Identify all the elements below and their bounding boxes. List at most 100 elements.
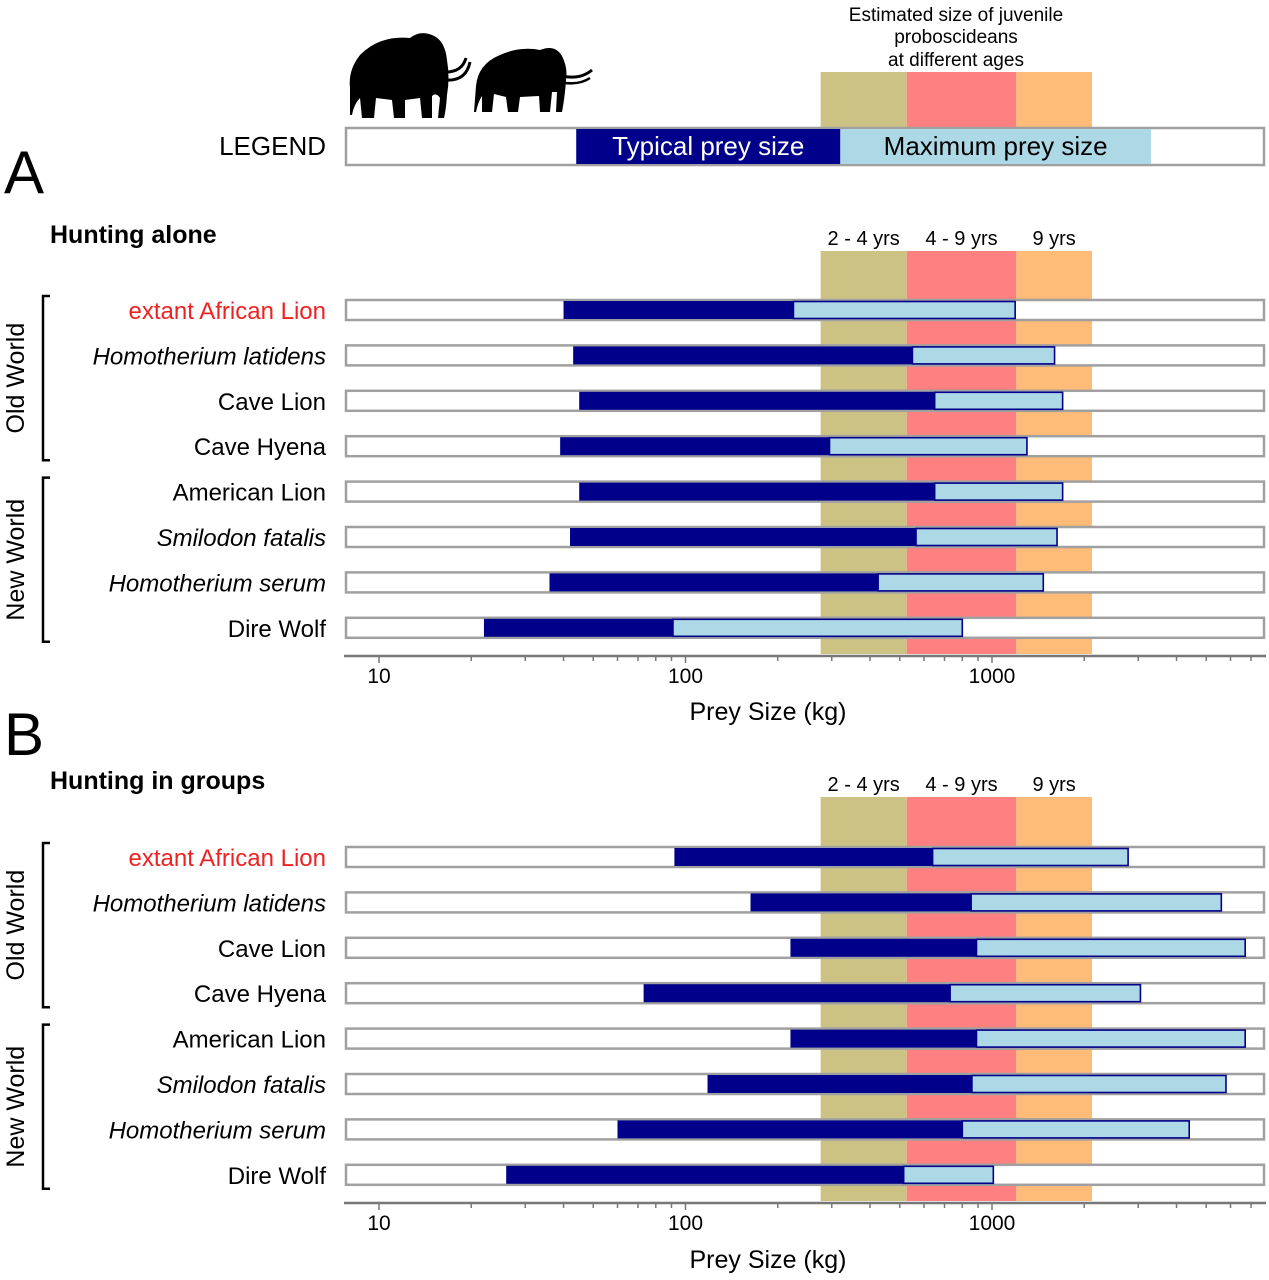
- typical-prey-bar: [560, 437, 830, 456]
- group-label: Old World: [2, 870, 30, 981]
- species-label: Smilodon fatalis: [157, 525, 326, 552]
- typical-prey-bar: [750, 893, 972, 912]
- typical-prey-bar: [563, 301, 794, 319]
- table-row: extant African Lion: [129, 845, 1266, 872]
- maximum-prey-bar: [915, 527, 1058, 547]
- species-label: extant African Lion: [129, 845, 326, 872]
- x-axis: 10 100 1000: [344, 654, 1266, 688]
- x-axis-label: Prey Size (kg): [690, 1246, 847, 1274]
- group-label: Old World: [2, 323, 30, 434]
- typical-prey-bar: [617, 1120, 963, 1139]
- maximum-prey-bar: [975, 938, 1246, 958]
- legend-maximum-label: Maximum prey size: [884, 131, 1108, 161]
- group-bracket: New World: [2, 1023, 50, 1191]
- panel-a: A Hunting alone Prey Size (kg) 2 - 4 yrs…: [2, 139, 1266, 726]
- maximum-prey-bar: [828, 436, 1028, 456]
- x-tick-label: 10: [367, 1212, 390, 1235]
- x-axis: 10 100 1000: [344, 1201, 1266, 1235]
- species-label: Dire Wolf: [228, 616, 327, 643]
- juvenile-title-line-1: Estimated size of juvenile: [849, 5, 1063, 26]
- legend-age-band: [820, 72, 907, 129]
- group-bracket: New World: [2, 476, 50, 644]
- table-row: Cave Hyena: [194, 981, 1266, 1008]
- legend-age-bands: [820, 72, 1093, 129]
- juvenile-title-line-3: at different ages: [888, 50, 1024, 71]
- bracket-line: [41, 294, 50, 462]
- maximum-prey-bar: [792, 300, 1016, 320]
- table-row: Dire Wolf: [228, 1163, 1266, 1190]
- species-label: Cave Hyena: [194, 434, 327, 461]
- x-tick-label: 1000: [969, 1212, 1016, 1235]
- typical-prey-bar: [790, 1029, 977, 1048]
- table-row: Cave Lion: [218, 936, 1266, 963]
- species-label: Cave Lion: [218, 936, 326, 963]
- maximum-prey-bar: [970, 893, 1223, 912]
- table-row: Homotherium serum: [109, 1117, 1266, 1144]
- bar-rows: extant African Lion Homotherium latidens C…: [93, 298, 1266, 643]
- mastodon-silhouette-icon: [474, 48, 593, 112]
- mammoth-silhouette-icon: [349, 33, 472, 119]
- x-tick-label: 1000: [969, 665, 1016, 688]
- species-label: Homotherium serum: [109, 570, 326, 597]
- panel-title: Hunting in groups: [50, 767, 265, 795]
- species-label: Cave Lion: [218, 389, 326, 416]
- group-bracket: Old World: [2, 294, 50, 462]
- x-axis-label: Prey Size (kg): [690, 698, 847, 726]
- table-row: American Lion: [173, 480, 1266, 507]
- typical-prey-bar: [483, 618, 673, 637]
- table-row: Cave Hyena: [194, 434, 1266, 461]
- table-row: Homotherium latidens: [93, 890, 1266, 917]
- panel-title: Hunting alone: [50, 221, 217, 249]
- legend-age-band: [1016, 72, 1093, 129]
- species-label: Homotherium latidens: [93, 343, 326, 370]
- maximum-prey-bar: [933, 391, 1064, 411]
- species-label: extant African Lion: [129, 298, 326, 325]
- table-row: Smilodon fatalis: [157, 525, 1266, 552]
- panel-b: B Hunting in groups Prey Size (kg) 2 - 4…: [2, 701, 1266, 1274]
- maximum-prey-bar: [902, 1165, 995, 1185]
- bracket-line: [41, 841, 50, 1009]
- age-band-label: 9 yrs: [1032, 774, 1075, 796]
- x-tick-label: 100: [668, 665, 703, 688]
- age-band-label: 4 - 9 yrs: [925, 228, 997, 250]
- species-label: Homotherium serum: [109, 1117, 326, 1144]
- species-label: American Lion: [173, 480, 326, 507]
- typical-prey-bar: [674, 848, 933, 866]
- age-band-label: 4 - 9 yrs: [925, 774, 997, 796]
- bar-rows: extant African Lion Homotherium latidens C…: [93, 845, 1266, 1190]
- x-tick-label: 10: [367, 665, 390, 688]
- bracket-line: [41, 1023, 50, 1191]
- group-bracket: Old World: [2, 841, 50, 1009]
- species-label: Smilodon fatalis: [157, 1072, 326, 1099]
- group-label: New World: [2, 1046, 30, 1168]
- maximum-prey-bar: [971, 1074, 1227, 1094]
- maximum-prey-bar: [877, 573, 1045, 592]
- table-row: Smilodon fatalis: [157, 1072, 1266, 1099]
- legend-typical-swatch: [576, 129, 841, 164]
- species-label: American Lion: [173, 1027, 326, 1054]
- juvenile-title-line-2: proboscideans: [894, 27, 1018, 48]
- table-row: extant African Lion: [129, 298, 1266, 325]
- x-tick-label: 100: [668, 1212, 703, 1235]
- legend-typical-label: Typical prey size: [612, 131, 804, 161]
- age-band-label: 2 - 4 yrs: [828, 228, 900, 250]
- typical-prey-bar: [707, 1075, 972, 1093]
- group-label: New World: [2, 499, 30, 621]
- typical-prey-bar: [506, 1165, 904, 1184]
- table-row: American Lion: [173, 1027, 1266, 1054]
- species-label: Cave Hyena: [194, 981, 327, 1008]
- legend: Estimated size of juvenile proboscideans…: [219, 5, 1266, 167]
- table-row: Homotherium serum: [109, 570, 1266, 597]
- table-row: Dire Wolf: [228, 616, 1266, 643]
- legend-maximum-swatch: [840, 129, 1151, 164]
- table-row: Homotherium latidens: [93, 343, 1266, 370]
- typical-prey-bar: [570, 528, 917, 546]
- species-label: Dire Wolf: [228, 1163, 327, 1190]
- age-band-label: 9 yrs: [1032, 228, 1075, 250]
- maximum-prey-bar: [961, 1120, 1191, 1139]
- typical-prey-bar: [573, 346, 913, 365]
- maximum-prey-bar: [931, 847, 1129, 867]
- maximum-prey-bar: [933, 482, 1064, 501]
- legend-label: LEGEND: [219, 131, 326, 161]
- maximum-prey-bar: [949, 983, 1142, 1003]
